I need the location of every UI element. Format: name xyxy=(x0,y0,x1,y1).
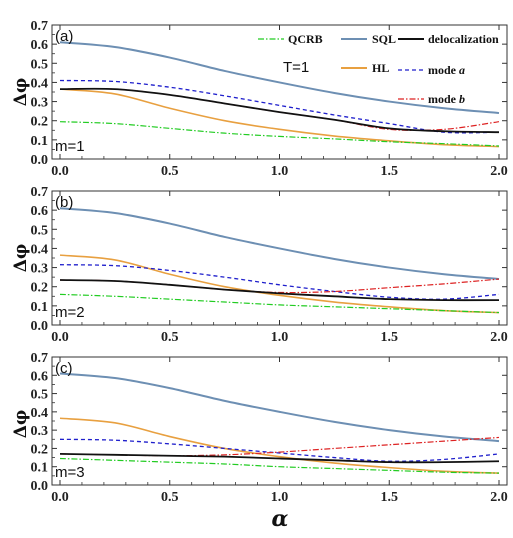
legend-label-mode-b-prefix: mode xyxy=(428,92,459,106)
legend-label-mode-b: mode b xyxy=(428,92,465,106)
legend-label-qcrb: QCRB xyxy=(288,32,323,46)
y-tick-label: 0.0 xyxy=(31,153,49,168)
y-tick-label: 0.1 xyxy=(31,461,49,476)
y-tick-label: 0.1 xyxy=(31,300,49,315)
y-tick-label: 0.7 xyxy=(31,19,49,34)
panel-tag: (b) xyxy=(55,194,73,211)
y-tick-label: 0.2 xyxy=(31,115,49,130)
panel-tag: (a) xyxy=(55,28,73,45)
x-tick-label: 0.0 xyxy=(51,490,69,505)
y-tick-label: 0.6 xyxy=(31,369,49,384)
ylabel-panel-c: Δφ xyxy=(11,410,31,439)
x-tick-label: 2.0 xyxy=(490,164,508,179)
series-qcrb xyxy=(59,457,500,474)
ylabel-panel-b: Δφ xyxy=(11,244,31,273)
series-hl xyxy=(59,417,500,474)
series-sql xyxy=(59,41,500,115)
x-tick-label: 0.0 xyxy=(51,330,69,345)
series-qcrb xyxy=(59,121,500,147)
y-tick-label: 0.6 xyxy=(31,38,49,53)
series-qcrb xyxy=(59,293,500,314)
x-tick-label: 0.5 xyxy=(161,330,179,345)
panel-m-label: m=1 xyxy=(55,138,85,155)
y-tick-label: 0.1 xyxy=(31,134,49,149)
x-tick-label: 2.0 xyxy=(490,490,508,505)
x-tick-label: 1.5 xyxy=(381,490,399,505)
series-delocalization xyxy=(59,87,500,134)
y-tick-label: 0.0 xyxy=(31,319,49,334)
x-tick-label: 0.5 xyxy=(161,164,179,179)
x-tick-label: 1.0 xyxy=(271,330,289,345)
legend-label-delocalization: delocalization xyxy=(428,32,499,46)
series-hl xyxy=(59,254,500,314)
y-tick-label: 0.5 xyxy=(31,223,49,238)
plot-frame xyxy=(51,356,508,486)
x-tick-label: 0.5 xyxy=(161,490,179,505)
series-sql xyxy=(59,372,500,443)
y-tick-label: 0.3 xyxy=(31,96,49,111)
x-tick-label: 1.5 xyxy=(381,164,399,179)
y-tick-label: 0.7 xyxy=(31,185,49,200)
series-mode-a xyxy=(59,264,500,300)
y-tick-label: 0.2 xyxy=(31,281,49,296)
series-delocalization xyxy=(59,279,500,302)
y-tick-label: 0.4 xyxy=(31,406,49,421)
x-tick-label: 1.0 xyxy=(271,164,289,179)
series-delocalization xyxy=(59,453,500,464)
xlabel: α xyxy=(272,506,289,532)
series-sql xyxy=(59,207,500,281)
panel-2: 0.00.10.20.30.40.50.60.70.0 0.5 1.0 1.5 2.0(… xyxy=(31,185,508,345)
legend-label-sql: SQL xyxy=(372,32,396,46)
y-tick-label: 0.3 xyxy=(31,424,49,439)
x-tick-label: 1.0 xyxy=(271,490,289,505)
annotation-t1: T=1 xyxy=(283,59,309,76)
panel-tag: (c) xyxy=(55,360,73,377)
panel-3: 0.00.10.20.30.40.50.60.70.0 0.5 1.0 1.5 2.0(… xyxy=(31,351,508,505)
series-mode-a xyxy=(59,438,500,462)
y-tick-label: 0.4 xyxy=(31,76,49,91)
x-tick-label: 2.0 xyxy=(490,330,508,345)
y-tick-label: 0.2 xyxy=(31,442,49,457)
panel-m-label: m=3 xyxy=(55,464,85,481)
panels: 0.00.10.20.30.40.50.60.70.0 0.5 1.0 1.5 2.0(… xyxy=(31,19,508,505)
y-tick-label: 0.0 xyxy=(31,479,49,494)
legend: QCRB SQL delocalization HL mode a mode b… xyxy=(258,32,499,106)
legend-label-mode-a: mode a xyxy=(428,63,465,77)
legend-label-mode-a-prefix: mode xyxy=(428,63,459,77)
y-tick-label: 0.3 xyxy=(31,262,49,277)
x-tick-label: 0.0 xyxy=(51,164,69,179)
y-tick-label: 0.5 xyxy=(31,57,49,72)
y-tick-label: 0.4 xyxy=(31,242,49,257)
legend-label-mode-b-var: b xyxy=(459,92,465,106)
y-tick-label: 0.7 xyxy=(31,351,49,366)
panel-m-label: m=2 xyxy=(55,304,85,321)
x-tick-label: 1.5 xyxy=(381,330,399,345)
ylabel-panel-a: Δφ xyxy=(11,78,31,107)
y-tick-label: 0.5 xyxy=(31,388,49,403)
legend-label-hl: HL xyxy=(372,61,389,75)
legend-label-mode-a-var: a xyxy=(459,63,465,77)
y-tick-label: 0.6 xyxy=(31,204,49,219)
panel-1: 0.00.10.20.30.40.50.60.70.0 0.5 1.0 1.5 2.0(… xyxy=(31,19,508,179)
